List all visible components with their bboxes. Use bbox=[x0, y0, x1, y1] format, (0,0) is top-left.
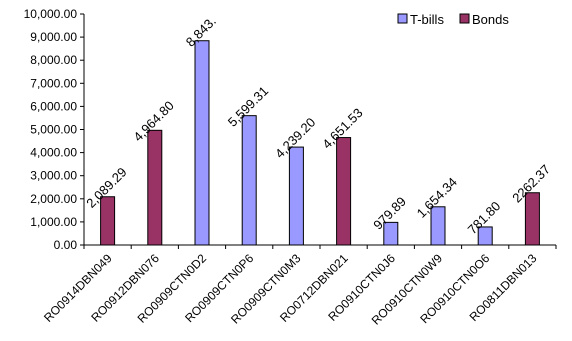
legend-label: T-bills bbox=[410, 12, 444, 27]
bars bbox=[100, 40, 540, 246]
bar bbox=[430, 206, 446, 246]
y-tick-label: 5,000.00 bbox=[30, 123, 77, 137]
legend-label: Bonds bbox=[472, 12, 509, 27]
bar bbox=[288, 146, 304, 246]
bar bbox=[383, 221, 399, 246]
bar bbox=[477, 226, 493, 246]
y-tick-label: 8,000.00 bbox=[30, 53, 77, 67]
bar bbox=[241, 115, 257, 246]
bar bbox=[524, 192, 540, 246]
x-tick-labels: RO0914DBN049RO0912DBN076RO0909CTN0D2RO09… bbox=[41, 251, 540, 328]
bar bbox=[147, 129, 163, 246]
y-tick-label: 10,000.00 bbox=[24, 7, 78, 21]
y-tick-label: 9,000.00 bbox=[30, 30, 77, 44]
y-tick-label: 6,000.00 bbox=[30, 99, 77, 113]
legend: T-bills Bonds bbox=[397, 12, 509, 27]
bar bbox=[100, 196, 116, 246]
bar bbox=[194, 40, 210, 246]
y-tick-label: 4,000.00 bbox=[30, 146, 77, 160]
y-tick-label: 1,000.00 bbox=[30, 215, 77, 229]
y-tick-label: 7,000.00 bbox=[30, 76, 77, 90]
y-tick-label: 3,000.00 bbox=[30, 169, 77, 183]
y-tick-labels: 0.00 1,000.00 2,000.00 3,000.00 4,000.00 5,00… bbox=[24, 7, 557, 252]
y-tick-label: 0.00 bbox=[54, 238, 78, 252]
legend-swatch bbox=[459, 13, 470, 24]
bar bbox=[336, 137, 352, 246]
y-tick-label: 2,000.00 bbox=[30, 192, 77, 206]
legend-swatch bbox=[397, 13, 408, 24]
